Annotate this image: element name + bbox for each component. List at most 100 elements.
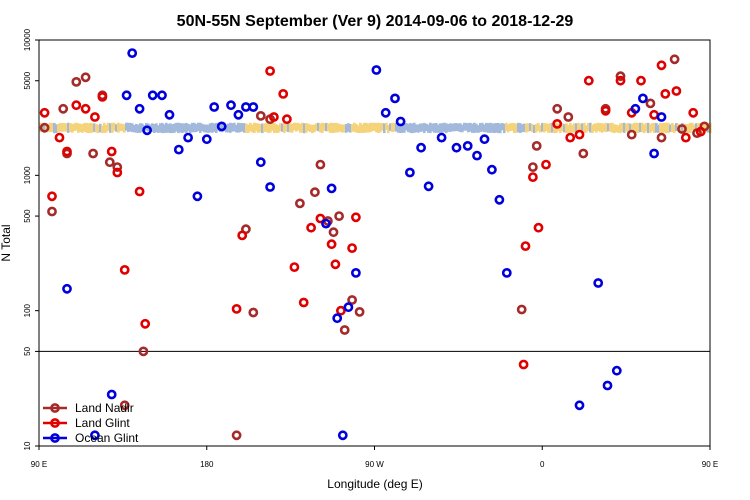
data-point bbox=[62, 146, 72, 157]
band-segment bbox=[579, 123, 582, 132]
band-segment bbox=[691, 122, 694, 131]
band-segment bbox=[55, 124, 58, 133]
band-segment bbox=[117, 122, 120, 133]
band-segment bbox=[619, 123, 622, 134]
band-segment bbox=[165, 122, 168, 133]
band-segment bbox=[527, 123, 530, 132]
data-point bbox=[233, 109, 244, 120]
band-segment bbox=[533, 125, 536, 133]
data-point bbox=[520, 241, 531, 251]
band-segment bbox=[197, 122, 200, 131]
band-segment bbox=[111, 122, 114, 133]
band-segment bbox=[383, 123, 386, 134]
band-segment bbox=[645, 122, 648, 132]
band-segment bbox=[599, 123, 602, 132]
band-segment bbox=[331, 122, 334, 133]
data-point bbox=[164, 109, 175, 120]
band-segment bbox=[167, 123, 170, 133]
data-point bbox=[134, 186, 145, 197]
band-segment bbox=[131, 123, 134, 133]
data-point bbox=[104, 157, 115, 168]
band-segment bbox=[267, 123, 270, 133]
band-segment bbox=[185, 122, 188, 133]
band-segment bbox=[537, 123, 540, 131]
data-point bbox=[97, 92, 108, 102]
band-segment bbox=[523, 123, 526, 132]
band-segment bbox=[255, 123, 258, 132]
data-point bbox=[201, 134, 212, 145]
band-segment bbox=[663, 122, 666, 133]
data-point bbox=[583, 75, 594, 86]
band-segment bbox=[539, 125, 542, 133]
legend-label: Ocean Glint bbox=[75, 431, 139, 445]
data-point bbox=[350, 267, 361, 278]
data-point bbox=[574, 400, 585, 411]
data-point bbox=[138, 346, 149, 357]
band-segment bbox=[199, 122, 202, 133]
data-point bbox=[533, 222, 544, 233]
data-point bbox=[281, 114, 292, 125]
band-segment bbox=[345, 124, 348, 133]
legend-label: Land Glint bbox=[75, 416, 130, 430]
data-point bbox=[90, 112, 100, 122]
band-segment bbox=[361, 124, 364, 133]
band-segment bbox=[347, 123, 350, 132]
data-point bbox=[615, 71, 626, 82]
band-segment bbox=[673, 124, 676, 133]
band-segment bbox=[263, 123, 266, 132]
band-segment bbox=[455, 123, 458, 131]
band-segment bbox=[525, 123, 528, 133]
legend-entry: Land Nadir bbox=[43, 401, 134, 415]
band-segment bbox=[203, 124, 206, 133]
band-segment bbox=[315, 123, 318, 131]
band-segment bbox=[459, 123, 462, 133]
data-point bbox=[649, 148, 659, 159]
data-point bbox=[231, 430, 242, 441]
x-axis-ticks: 90 E 180 90 W 0 90 E bbox=[31, 446, 718, 469]
band-segment bbox=[269, 123, 272, 133]
data-point bbox=[332, 313, 343, 324]
band-segment bbox=[463, 122, 466, 131]
data-point bbox=[395, 116, 406, 127]
band-segment bbox=[351, 124, 354, 132]
band-segment bbox=[337, 123, 340, 133]
data-point bbox=[593, 278, 604, 288]
band-segment bbox=[649, 124, 652, 133]
band-segment bbox=[297, 122, 300, 131]
data-point bbox=[328, 227, 339, 238]
band-segment bbox=[299, 123, 302, 133]
band-segment bbox=[447, 124, 450, 132]
band-segment bbox=[137, 124, 140, 133]
band-segment bbox=[77, 123, 80, 133]
band-segment bbox=[59, 123, 62, 132]
data-point bbox=[134, 103, 145, 114]
data-point bbox=[265, 182, 275, 192]
band-segment bbox=[249, 122, 252, 132]
band-segment bbox=[157, 125, 160, 133]
band-segment bbox=[189, 124, 192, 134]
band-segment bbox=[473, 122, 476, 133]
band-segment bbox=[443, 122, 446, 132]
data-point bbox=[226, 100, 236, 111]
band-segment bbox=[613, 124, 616, 134]
band-segment bbox=[503, 123, 506, 134]
data-point bbox=[39, 122, 50, 133]
data-point bbox=[563, 112, 574, 122]
data-point bbox=[209, 102, 220, 112]
legend-entry: Ocean Glint bbox=[43, 431, 139, 445]
band-segment bbox=[153, 124, 156, 133]
band-segment bbox=[221, 123, 224, 133]
band-segment bbox=[399, 123, 402, 134]
band-segment bbox=[83, 123, 86, 132]
band-segment bbox=[219, 123, 222, 132]
band-segment bbox=[103, 122, 106, 133]
band-segment bbox=[293, 122, 296, 131]
band-segment bbox=[121, 123, 124, 132]
band-segment bbox=[391, 122, 394, 133]
data-point bbox=[626, 129, 637, 140]
data-point bbox=[578, 148, 589, 159]
band-segment bbox=[585, 125, 588, 133]
data-point bbox=[298, 297, 309, 308]
data-point bbox=[121, 90, 132, 101]
